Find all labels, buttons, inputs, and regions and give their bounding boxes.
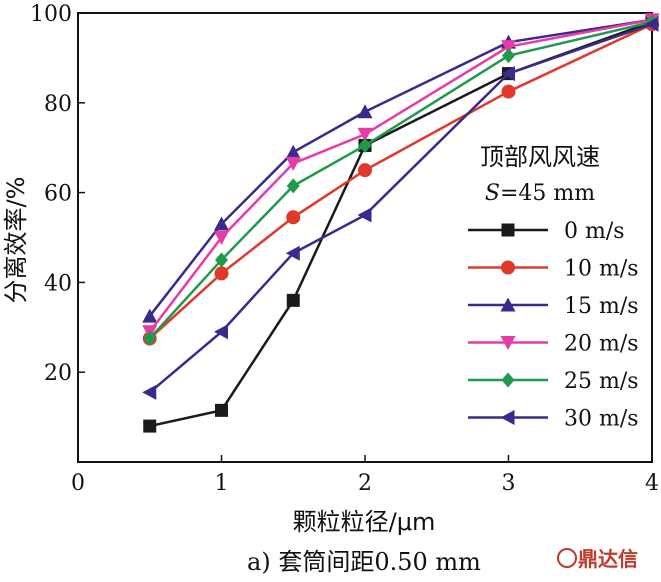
x-tick-label: 1 (215, 471, 229, 496)
data-point (214, 324, 228, 340)
x-tick-label: 2 (358, 471, 372, 496)
y-tick-label: 20 (44, 361, 72, 386)
series-layer (142, 12, 660, 433)
data-point (286, 210, 301, 225)
data-point (214, 216, 229, 231)
y-axis-title: 分离效率/% (2, 177, 30, 304)
data-point (358, 163, 372, 178)
data-point (502, 48, 515, 64)
data-point (142, 384, 157, 400)
series-line (148, 18, 653, 317)
legend-entry-3: 15 m/s (468, 294, 639, 319)
legend-entry-5: 25 m/s (468, 369, 639, 394)
legend-label: 30 m/s (564, 407, 639, 432)
data-point (358, 137, 372, 153)
data-point (215, 403, 228, 417)
data-point (285, 245, 300, 261)
legend-label: 20 m/s (564, 332, 639, 357)
data-point (357, 207, 372, 223)
legend-marker (501, 372, 515, 388)
x-tick-label: 3 (502, 471, 516, 496)
legend-label: 25 m/s (564, 369, 639, 394)
legend-entry-1: 0 m/s (468, 219, 625, 244)
data-point (286, 293, 300, 307)
legend-entry-4: 20 m/s (468, 332, 639, 357)
legend-marker (501, 260, 515, 275)
data-point (215, 252, 228, 268)
data-point (357, 127, 373, 142)
series-line (148, 18, 653, 333)
y-tick-label: 40 (44, 271, 72, 296)
legend-subtitle-value: =45 mm (500, 181, 595, 206)
figure-caption: a) 套筒间距0.50 mm (247, 548, 481, 576)
legend-marker (500, 336, 516, 350)
legend-label: 10 m/s (564, 257, 639, 282)
legend-entry-6: 30 m/s (468, 407, 639, 432)
data-point (501, 84, 516, 99)
legend-label: 0 m/s (564, 219, 625, 244)
x-tick-label: 0 (71, 471, 85, 496)
legend-subtitle: S=45 mm (485, 181, 595, 206)
data-point (143, 331, 157, 347)
watermark-logo (557, 548, 577, 568)
legend-marker (501, 223, 515, 237)
data-point (501, 40, 516, 55)
data-point (285, 144, 301, 159)
legend-entry-2: 10 m/s (468, 257, 639, 282)
data-point (286, 178, 300, 194)
x-tick-label: 4 (645, 471, 659, 496)
data-point (644, 16, 659, 32)
legend-label: 15 m/s (564, 294, 639, 319)
y-tick-label: 60 (44, 182, 72, 207)
data-point (214, 266, 229, 281)
legend-title: 顶部风风速 (480, 143, 600, 171)
series-line (148, 23, 653, 394)
y-tick-label: 80 (44, 92, 72, 117)
series-line (148, 20, 653, 340)
data-point (143, 419, 157, 433)
data-point (285, 156, 301, 171)
legend-marker (500, 297, 516, 312)
legend-subtitle-variable: S (485, 181, 500, 206)
data-point (142, 308, 158, 323)
y-tick-label: 100 (30, 2, 72, 27)
data-point (357, 104, 373, 119)
data-point (214, 231, 229, 245)
x-axis-title: 颗粒粒径/μm (293, 508, 436, 536)
series-5 (143, 14, 659, 347)
watermark-text: 鼎达信 (578, 547, 638, 571)
series-line (148, 23, 653, 340)
data-point (501, 66, 515, 82)
legend-marker (500, 410, 515, 425)
axes: 0 1 2 3 4 20 40 60 80 100 (30, 2, 659, 496)
series-6 (142, 16, 659, 400)
legend: 顶部风风速 S=45 mm 0 m/s 10 m/s 15 m/s 20 m/s 25 m/… (468, 143, 639, 432)
series-4 (142, 13, 660, 340)
